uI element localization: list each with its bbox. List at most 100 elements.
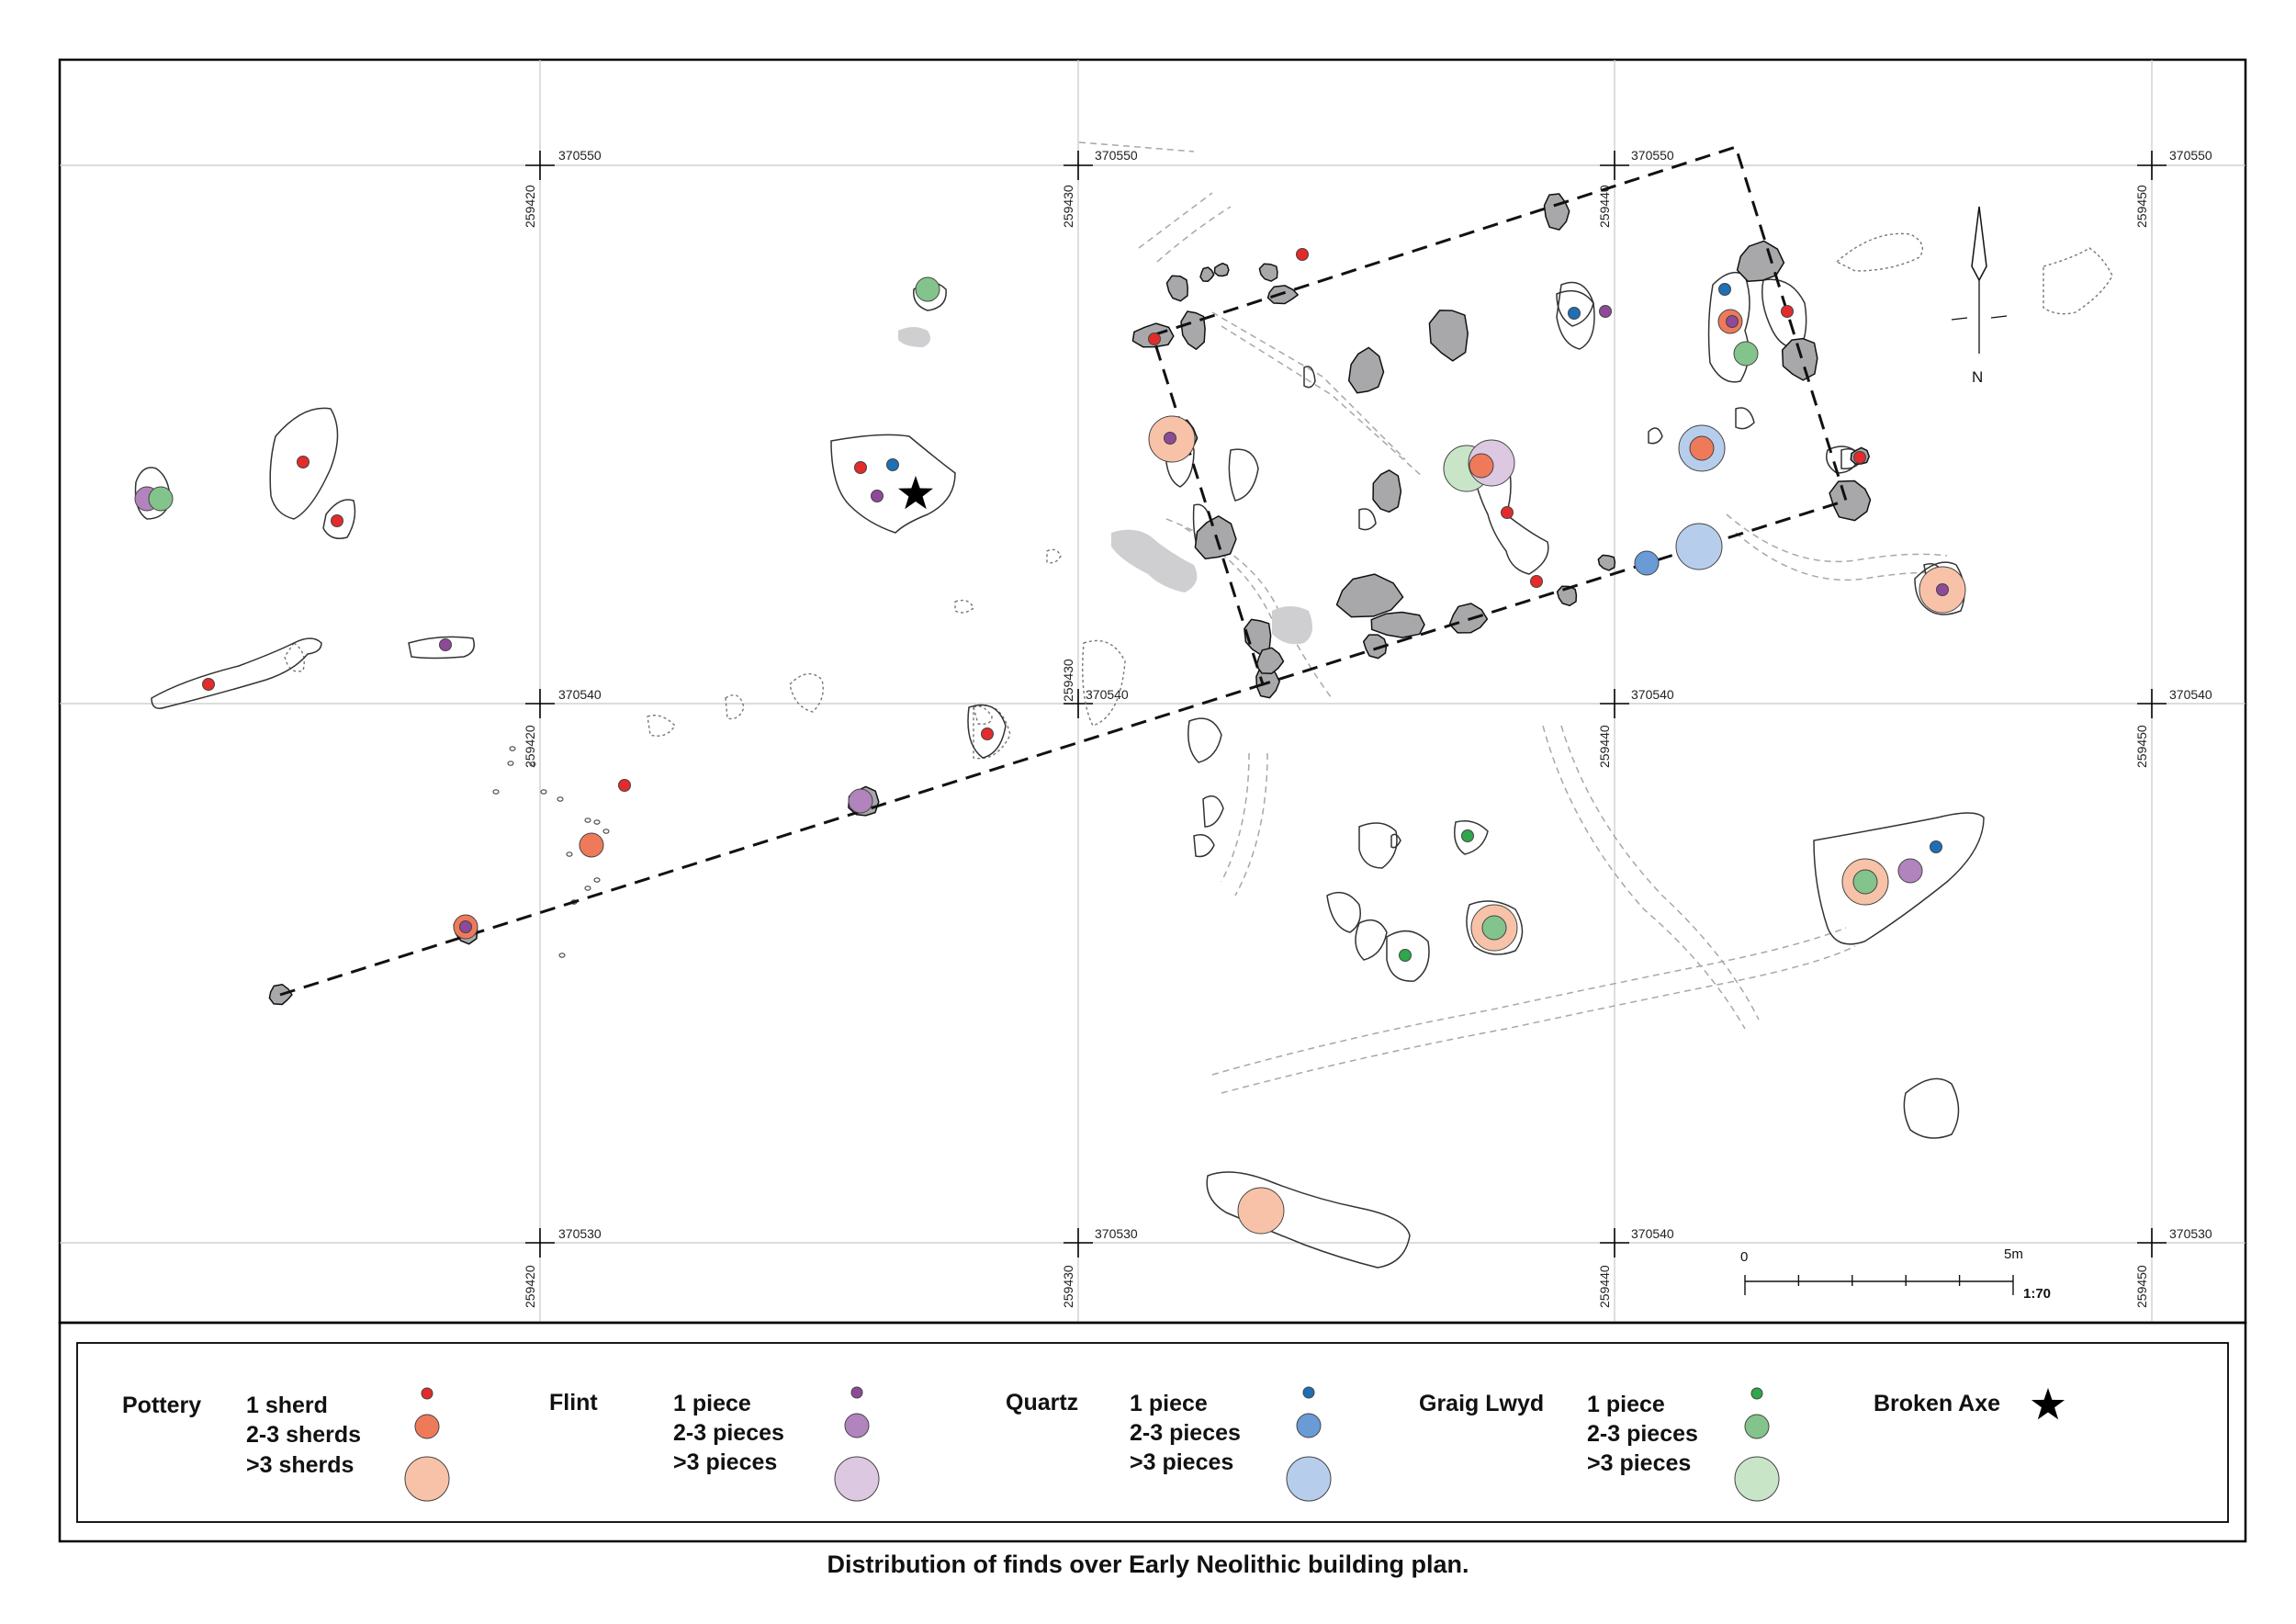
easting-top-4: 370550 (2169, 148, 2212, 163)
northing-mid-2: 259430 (1061, 659, 1075, 702)
feature-s-elongated (1206, 1171, 1411, 1269)
small-stone (566, 851, 573, 857)
easting-mid-2: 370540 (1086, 687, 1129, 702)
feature-s-10 (1466, 900, 1524, 955)
graig-find-m (915, 276, 940, 302)
legend-flint-small-icon (850, 1386, 863, 1399)
finds-layer (134, 248, 1966, 1235)
quartz-find-s (886, 458, 899, 471)
flint-find-s (439, 638, 452, 651)
easting-top-3: 370550 (1631, 148, 1674, 163)
post-hole (1258, 263, 1278, 282)
northing-mid-1: 259420 (523, 725, 537, 768)
feature-inner-9 (1735, 407, 1755, 430)
legend-flint-item-3: >3 pieces (673, 1449, 777, 1475)
post-hole (1428, 310, 1469, 362)
feature-inner-2 (1228, 448, 1259, 502)
trace-6 (1234, 752, 1268, 897)
legend-graig-lwyd: Graig Lwyd 1 piece 2-3 pieces >3 pieces (1419, 1387, 1780, 1502)
pottery-find-s (297, 456, 310, 468)
small-stone (540, 789, 547, 795)
scale-start-label: 0 (1740, 1249, 1748, 1265)
feature-se-big (1813, 812, 1985, 945)
grid-cross-1 (525, 151, 555, 180)
post-hole (1335, 573, 1404, 618)
easting-mid-1: 370540 (558, 687, 602, 702)
figure-caption: Distribution of finds over Early Neolith… (827, 1551, 1469, 1578)
northing-bottom-4: 259450 (2134, 1265, 2149, 1308)
dotted-feature-1 (1835, 232, 1923, 272)
small-stone (509, 746, 516, 751)
quartz-find-m (1634, 550, 1660, 576)
small-stone (602, 829, 610, 834)
small-stone (529, 761, 536, 767)
northing-top-2: 259430 (1061, 185, 1075, 228)
legend-quartz: Quartz 1 piece 2-3 pieces >3 pieces (1006, 1386, 1332, 1502)
legend-outer-frame (58, 1321, 2247, 1543)
building-axis-line (279, 682, 1264, 997)
legend-graig-item-1: 1 piece (1587, 1392, 1665, 1417)
pottery-find-s (1781, 305, 1794, 318)
quartz-find-s (1930, 840, 1942, 853)
dotted-feature-7 (1046, 548, 1062, 564)
trace-10 (1221, 945, 1856, 1094)
small-stone (558, 953, 566, 958)
easting-bottom-1: 370530 (558, 1226, 602, 1241)
flint-find-s (871, 490, 884, 502)
quartz-find-s (1718, 283, 1731, 296)
dotted-feature-3 (789, 672, 824, 713)
feature-se-2 (1903, 1077, 1960, 1139)
easting-bottom-4: 370530 (2169, 1226, 2212, 1241)
northing-top-1: 259420 (523, 185, 537, 228)
flint-find-m (848, 788, 873, 814)
pottery-find-s (854, 461, 867, 474)
trace-1 (1211, 311, 1406, 460)
northing-bottom-2: 259430 (1061, 1265, 1075, 1308)
legend-broken-axe-title: Broken Axe (1874, 1391, 2000, 1416)
feature-s-8 (1355, 919, 1388, 961)
legend-quartz-medium-icon (1296, 1413, 1322, 1438)
flint-find-s (1726, 315, 1739, 328)
trace-7 (1542, 725, 1746, 1030)
feature-s-2 (1202, 795, 1224, 828)
feature-nw-2 (269, 407, 339, 520)
legend-graig-small-icon (1750, 1387, 1763, 1400)
trace-9 (1211, 927, 1847, 1076)
pottery-find-s (981, 727, 994, 740)
post-hole (1370, 611, 1425, 638)
grid-lines (60, 60, 2245, 1323)
grid-cross-9 (525, 1228, 555, 1257)
grid-cross-12 (2137, 1228, 2167, 1257)
feature-inner-8 (1648, 427, 1663, 445)
feature-nw-4 (408, 636, 475, 660)
graig-find-m (1733, 341, 1759, 367)
legend-quartz-item-2: 2-3 pieces (1130, 1420, 1241, 1446)
graig-find-m (148, 486, 174, 512)
shaded-patches (898, 327, 1312, 645)
northing-bottom-3: 259440 (1597, 1265, 1612, 1308)
post-hole (1180, 310, 1206, 350)
trace-11 (1726, 513, 1948, 563)
pottery-find-s (331, 514, 343, 527)
post-hole (1213, 262, 1230, 277)
grid-cross-11 (1600, 1228, 1629, 1257)
flint-find-s (1936, 583, 1949, 596)
post-hole (1362, 634, 1388, 660)
scale-end-label: 5m (2004, 1246, 2023, 1262)
post-hole (1199, 266, 1215, 282)
feature-quartz-ring (1556, 289, 1594, 327)
feature-axe-pit (830, 434, 956, 534)
quartz-find-s (1568, 307, 1581, 320)
dotted-feature-4 (725, 694, 745, 720)
post-holes (268, 193, 1872, 1006)
legend-broken-axe: Broken Axe (1874, 1388, 2065, 1420)
legend-graig-medium-icon (1744, 1414, 1770, 1439)
grid-cross-5 (525, 689, 555, 718)
flint-find-s (1164, 432, 1176, 445)
legend-pottery-small-icon (421, 1387, 433, 1400)
feature-gully (151, 637, 322, 709)
legend-flint-medium-icon (844, 1413, 870, 1438)
post-hole (1543, 193, 1570, 231)
legend-graig-large-icon (1734, 1456, 1780, 1502)
easting-bottom-2: 370530 (1095, 1226, 1138, 1241)
